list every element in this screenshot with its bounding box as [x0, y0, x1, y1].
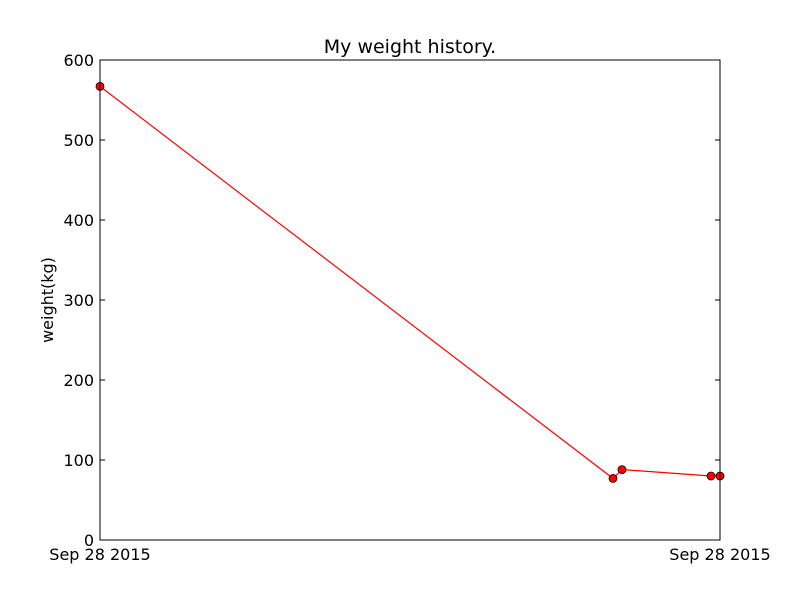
y-axis-label: weight(kg)	[38, 257, 57, 343]
x-tick-label: Sep 28 2015	[49, 545, 150, 564]
y-tick-label: 400	[63, 211, 94, 230]
y-tick-label: 300	[63, 291, 94, 310]
data-point	[706, 471, 716, 481]
y-tick-label: 600	[63, 51, 94, 70]
chart-title: My weight history.	[324, 36, 496, 58]
y-tick-label: 500	[63, 131, 94, 150]
data-point	[608, 473, 618, 483]
y-tick-label: 0	[84, 531, 94, 550]
data-point	[617, 465, 627, 475]
y-tick-label: 100	[63, 451, 94, 470]
plot-frame	[99, 59, 721, 541]
plot-area: 0 100 200 300 400 500 600 Sep 28 2015 Sep 28 201…	[49, 51, 770, 564]
x-tick-label: Sep 28 2015	[669, 545, 770, 564]
y-tick-label: 200	[63, 371, 94, 390]
